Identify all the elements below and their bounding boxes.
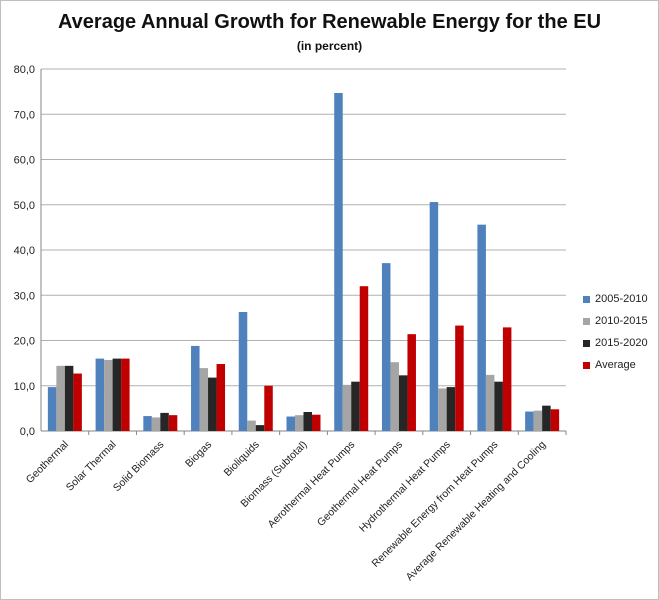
bar-2010-2015 xyxy=(390,362,399,431)
bar-2015-2020 xyxy=(112,358,122,431)
x-category-label: Hydrothermal Heat Pumps xyxy=(357,439,453,535)
bar-Average xyxy=(359,286,369,431)
legend-swatch xyxy=(583,339,590,347)
bar-Average xyxy=(216,364,226,431)
bar-2015-2020 xyxy=(398,375,408,431)
bar-Average xyxy=(550,409,560,431)
bar-Average xyxy=(73,373,82,431)
bar-2015-2020 xyxy=(255,425,265,431)
bar-2010-2015 xyxy=(104,359,113,431)
bar-2005-2010 xyxy=(429,202,439,431)
bar-2015-2020 xyxy=(446,387,456,431)
x-category-label: Solid Biomass xyxy=(111,439,167,495)
y-tick-label: 80,0 xyxy=(14,64,35,76)
legend-label: 2005-2010 xyxy=(595,293,648,305)
legend-item: 2010-2015 xyxy=(583,310,648,332)
y-tick-label: 20,0 xyxy=(14,336,35,348)
bar-2005-2010 xyxy=(238,311,248,431)
legend-label: Average xyxy=(595,359,636,371)
legend-label: 2010-2015 xyxy=(595,315,648,327)
bar-2005-2010 xyxy=(286,416,295,431)
bar-2015-2020 xyxy=(351,381,360,431)
x-category-label: Geothermal Heat Pumps xyxy=(315,439,405,529)
bar-2010-2015 xyxy=(342,384,352,431)
x-category-label: Aerothermal Heat Pumps xyxy=(266,439,358,531)
y-tick-label: 70,0 xyxy=(14,109,35,121)
bar-2010-2015 xyxy=(56,365,65,431)
x-category-label: Bioliquids xyxy=(222,439,262,479)
bar-2005-2010 xyxy=(143,416,152,431)
bar-Average xyxy=(455,325,464,431)
x-category-label: Biogas xyxy=(183,439,214,470)
bar-2005-2010 xyxy=(477,224,486,431)
bar-2015-2020 xyxy=(160,412,169,431)
y-tick-label: 0,0 xyxy=(20,426,35,438)
y-tick-label: 30,0 xyxy=(14,290,35,302)
legend-item: 2005-2010 xyxy=(583,288,648,310)
y-tick-label: 10,0 xyxy=(14,381,35,393)
bar-2015-2020 xyxy=(64,365,74,431)
bar-Average xyxy=(121,358,130,431)
bar-2015-2020 xyxy=(208,377,217,431)
bar-2010-2015 xyxy=(247,420,256,431)
bar-2010-2015 xyxy=(438,388,447,431)
legend-label: 2015-2020 xyxy=(595,337,648,349)
bar-2005-2010 xyxy=(334,92,343,432)
bar-2005-2010 xyxy=(381,263,391,431)
y-tick-label: 60,0 xyxy=(14,155,35,167)
bar-2015-2020 xyxy=(494,381,503,431)
legend-swatch xyxy=(583,295,590,303)
legend: 2005-2010 2010-2015 2015-2020 Average xyxy=(583,288,648,376)
y-tick-label: 50,0 xyxy=(14,200,35,212)
bar-Average xyxy=(264,385,273,431)
x-category-label: Geothermal xyxy=(24,439,71,486)
bar-2010-2015 xyxy=(295,415,304,431)
legend-item: 2015-2020 xyxy=(583,332,648,354)
bar-2015-2020 xyxy=(303,411,312,431)
chart-subtitle: (in percent) xyxy=(296,39,363,53)
bar-2005-2010 xyxy=(95,358,105,431)
bar-2010-2015 xyxy=(151,417,161,431)
bar-2010-2015 xyxy=(533,410,543,431)
bar-Average xyxy=(502,327,512,431)
bar-Average xyxy=(168,415,178,431)
bar-2010-2015 xyxy=(485,374,495,431)
legend-swatch xyxy=(583,361,590,369)
y-tick-label: 40,0 xyxy=(14,245,35,257)
bar-2005-2010 xyxy=(191,345,200,431)
bar-2005-2010 xyxy=(525,411,534,431)
legend-item: Average xyxy=(583,354,648,376)
bar-2005-2010 xyxy=(47,387,57,431)
bar-Average xyxy=(312,414,321,431)
bar-2015-2020 xyxy=(542,405,551,431)
legend-swatch xyxy=(583,317,590,325)
chart-title: Average Annual Growth for Renewable Ener… xyxy=(57,11,602,33)
bar-Average xyxy=(407,334,416,431)
bar-2010-2015 xyxy=(199,368,209,431)
